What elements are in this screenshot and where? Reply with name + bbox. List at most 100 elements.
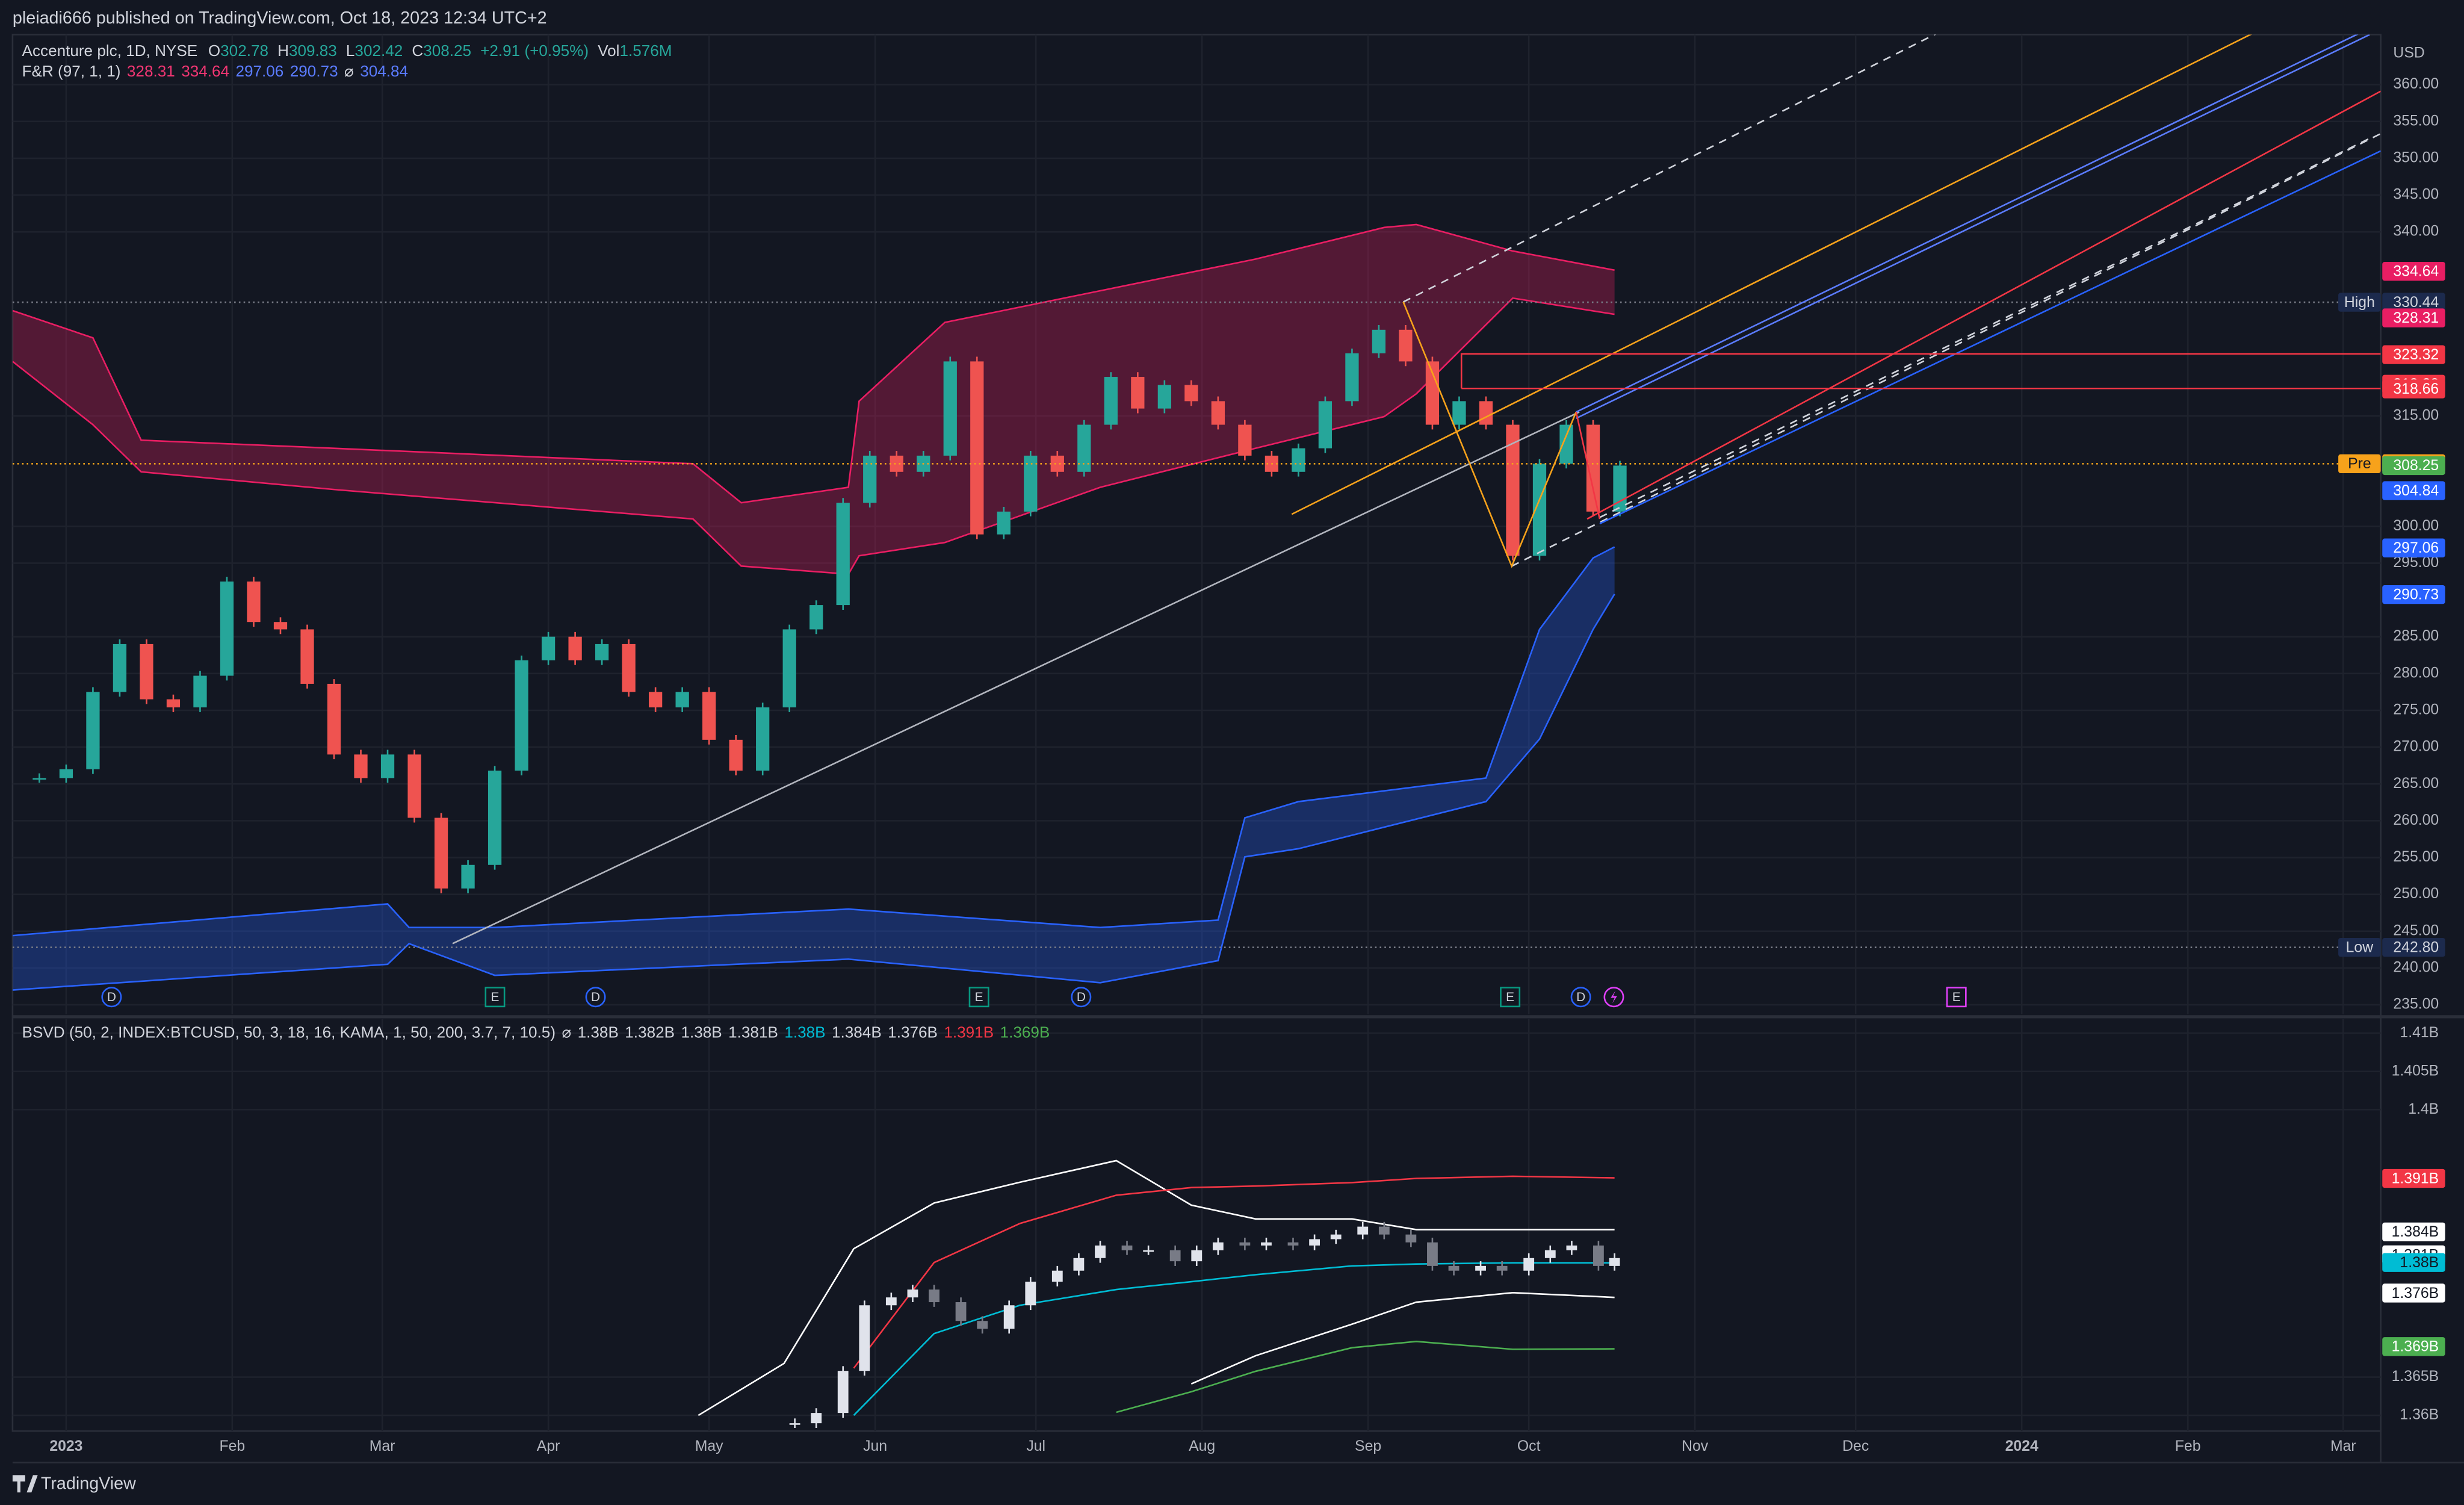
series xyxy=(698,1159,1620,1428)
event-marker[interactable] xyxy=(968,987,989,1008)
event-marker[interactable] xyxy=(1570,987,1591,1008)
candle xyxy=(1184,385,1198,402)
candle xyxy=(488,771,502,865)
price-tag xyxy=(2382,1168,2445,1188)
change: +2.91 (+0.95%) xyxy=(480,42,589,60)
axes: 360.00 355.00 350.00 345.00 340.00 315.00 300.… xyxy=(49,76,2445,1454)
candle xyxy=(649,692,663,708)
candle xyxy=(1238,424,1252,456)
candle xyxy=(1566,1245,1577,1250)
candle xyxy=(1211,401,1225,425)
candle xyxy=(1448,1265,1460,1271)
candle xyxy=(955,1302,967,1321)
band-fill xyxy=(12,547,1615,990)
candle xyxy=(113,644,127,692)
candle xyxy=(1357,1226,1369,1235)
x-tick-label: Feb xyxy=(220,1438,246,1454)
candle xyxy=(836,503,850,606)
svg-text:BSVD (50, 2, INDEX:BTCUSD, 50,: BSVD (50, 2, INDEX:BTCUSD, 50, 3, 18, 16… xyxy=(22,1023,1050,1041)
price-tag-name: Pre xyxy=(2348,456,2371,472)
event-marker[interactable] xyxy=(484,987,506,1008)
indicator-value: 1.38B xyxy=(681,1023,722,1041)
candle xyxy=(595,644,609,660)
event-marker[interactable] xyxy=(1946,987,1967,1008)
publisher: pleiadi666 published on TradingView.com,… xyxy=(13,8,547,28)
ohlc-label: O xyxy=(208,42,220,60)
y-tick-label: 250.00 xyxy=(2393,886,2439,902)
candle xyxy=(1239,1242,1251,1246)
price-tag xyxy=(2382,379,2445,399)
y-tick-label: 350.00 xyxy=(2393,149,2439,166)
indicator-value: 1.369B xyxy=(1000,1023,1050,1041)
band-edge xyxy=(12,594,1615,991)
band-fill xyxy=(12,224,1615,574)
indicator-value: ⌀ xyxy=(562,1023,571,1041)
price-tag xyxy=(2382,481,2445,500)
price-tag xyxy=(2382,1283,2445,1303)
price-tag-label: 323.32 xyxy=(2393,347,2439,363)
event-label: D xyxy=(107,990,116,1004)
ohlc-label: H xyxy=(277,42,289,60)
candle xyxy=(33,778,46,780)
main-pane xyxy=(12,34,2381,1432)
x-tick-label: May xyxy=(695,1438,723,1454)
price-tag-name: High xyxy=(2344,294,2375,311)
indicator-pane xyxy=(12,1032,2381,1428)
pitchfork-line xyxy=(1586,90,2381,520)
candle xyxy=(1427,1242,1438,1266)
y-tick-label: 270.00 xyxy=(2393,739,2439,755)
x-tick-label: Mar xyxy=(2330,1438,2356,1454)
event-marker[interactable] xyxy=(1071,987,1092,1008)
y-tick-label: 255.00 xyxy=(2393,849,2439,865)
indicator-value: 304.84 xyxy=(360,62,408,80)
x-tick-label: Sep xyxy=(1355,1438,1381,1454)
event-marker[interactable] xyxy=(585,987,606,1008)
candle xyxy=(1191,1250,1203,1262)
ohlc-value: 308.25 xyxy=(423,42,471,60)
x-tick-label: Nov xyxy=(1682,1438,1709,1454)
pitchfork-line xyxy=(1599,137,2370,518)
pitchfork-line xyxy=(1511,132,2381,567)
candle xyxy=(1051,1270,1063,1282)
logo xyxy=(12,1475,38,1493)
plot-frame xyxy=(11,34,2382,1432)
candle xyxy=(166,699,181,708)
candle xyxy=(782,629,796,708)
x-tick-label: Jun xyxy=(863,1438,887,1454)
candle xyxy=(1399,329,1413,362)
candle xyxy=(1104,377,1118,425)
price-tag-label: 1.369B xyxy=(2392,1339,2439,1355)
drawings xyxy=(452,34,2381,945)
candle xyxy=(1121,1245,1133,1250)
event-marker[interactable] xyxy=(101,987,122,1008)
indicator-value: 1.382B xyxy=(625,1023,675,1041)
pitchfork-line xyxy=(1599,150,2381,525)
price-tag-label: 318.66 xyxy=(2393,381,2439,397)
price-tag-label: 328.31 xyxy=(2393,310,2439,326)
level-line xyxy=(1460,353,2381,389)
candle xyxy=(1292,448,1305,472)
price-tag-label: 308.25 xyxy=(2393,458,2439,474)
candle xyxy=(1544,1250,1556,1258)
candle xyxy=(1261,1242,1272,1246)
svg-text:Accenture plc, 1D, NYSE O302: Accenture plc, 1D, NYSE O302.78 H309.83 … xyxy=(22,42,672,60)
y-tick-label: 285.00 xyxy=(2393,628,2439,644)
candle xyxy=(1143,1250,1154,1252)
candle xyxy=(461,864,475,889)
price-tag-label: 1.384B xyxy=(2392,1224,2439,1240)
candle xyxy=(859,1305,870,1371)
candle xyxy=(1318,401,1333,448)
indicator-value: 1.381B xyxy=(728,1023,778,1041)
price-tag xyxy=(2382,1253,2445,1272)
event-marker[interactable] xyxy=(1500,987,1521,1008)
candle xyxy=(929,1289,939,1303)
candle xyxy=(300,629,314,684)
price-tag-label: 334.64 xyxy=(2393,264,2439,280)
y-tick-label: 1.41B xyxy=(2400,1025,2439,1041)
candle xyxy=(622,644,636,692)
trend-line xyxy=(452,411,1580,945)
volume-label: Vol xyxy=(598,42,619,60)
y-tick-label: 235.00 xyxy=(2393,996,2439,1013)
